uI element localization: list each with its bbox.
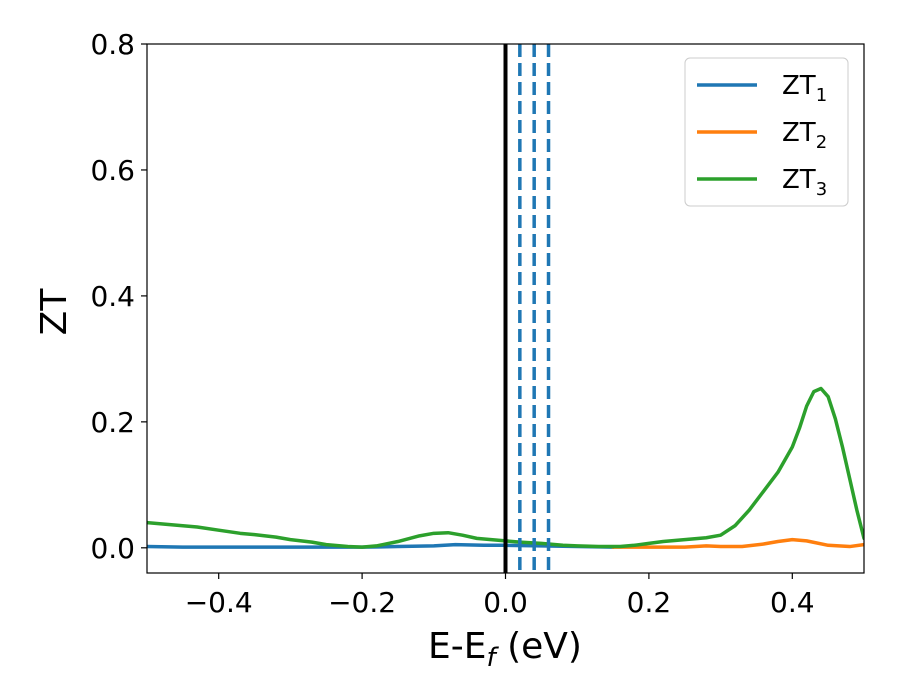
series-line-1 (147, 542, 615, 549)
x-tick-label: 0.0 (483, 586, 528, 619)
y-tick-label: 0.2 (90, 406, 135, 439)
plot-lines (147, 44, 864, 573)
x-tick-label: −0.4 (185, 586, 253, 619)
y-tick-label: 0.0 (90, 532, 135, 565)
x-axis-title: E-Ef (eV) (428, 626, 582, 673)
legend-label-3: ZT3 (782, 165, 827, 200)
legend-box (684, 57, 849, 207)
legend-label-1: ZT1 (782, 71, 827, 106)
y-tick-label: 0.8 (90, 28, 135, 61)
x-tick-label: 0.2 (627, 586, 672, 619)
y-axis-title: ZT (34, 288, 75, 336)
y-tick-label: 0.6 (90, 154, 135, 187)
plot-area (147, 44, 864, 573)
legend: ZT1 ZT2 ZT3 (684, 57, 849, 207)
y-tick-label: 0.4 (90, 280, 135, 313)
series-line-3 (147, 386, 864, 549)
x-tick-label: −0.2 (328, 586, 396, 619)
axes: −0.4 −0.2 0.0 0.2 0.4 0.0 0.2 0.4 0.6 0.8 (90, 28, 865, 619)
series-line-2 (611, 537, 864, 549)
x-axis-title-unit: (eV) (496, 626, 582, 667)
x-axis-title-main: E-E (428, 626, 486, 667)
legend-label-2: ZT2 (782, 118, 827, 153)
x-tick-label: 0.4 (770, 586, 815, 619)
